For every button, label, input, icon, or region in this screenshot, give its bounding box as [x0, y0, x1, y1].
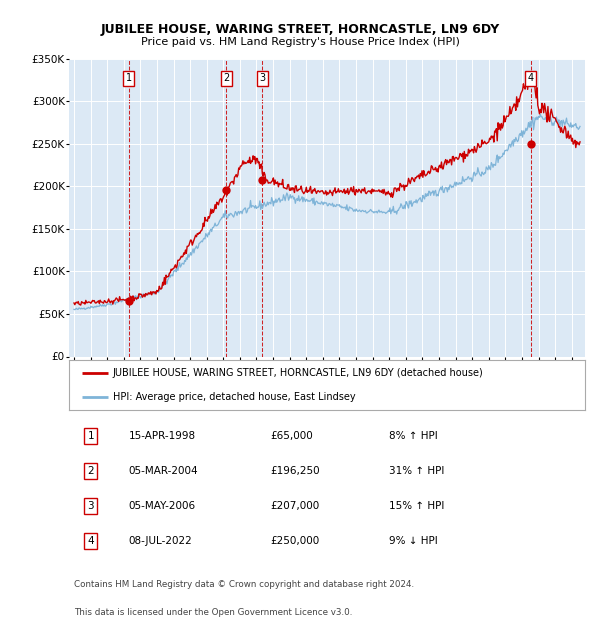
- Text: 9% ↓ HPI: 9% ↓ HPI: [389, 536, 437, 546]
- Text: 3: 3: [88, 501, 94, 511]
- Text: 15-APR-1998: 15-APR-1998: [128, 431, 196, 441]
- Text: £250,000: £250,000: [270, 536, 319, 546]
- Text: 31% ↑ HPI: 31% ↑ HPI: [389, 466, 444, 476]
- Text: 1: 1: [88, 431, 94, 441]
- Text: 3: 3: [259, 73, 265, 83]
- Text: Contains HM Land Registry data © Crown copyright and database right 2024.: Contains HM Land Registry data © Crown c…: [74, 580, 414, 588]
- Text: This data is licensed under the Open Government Licence v3.0.: This data is licensed under the Open Gov…: [74, 608, 353, 618]
- Text: 05-MAR-2004: 05-MAR-2004: [128, 466, 198, 476]
- Text: 4: 4: [88, 536, 94, 546]
- Text: 15% ↑ HPI: 15% ↑ HPI: [389, 501, 444, 511]
- Text: JUBILEE HOUSE, WARING STREET, HORNCASTLE, LN9 6DY (detached house): JUBILEE HOUSE, WARING STREET, HORNCASTLE…: [113, 368, 484, 378]
- Text: Price paid vs. HM Land Registry's House Price Index (HPI): Price paid vs. HM Land Registry's House …: [140, 37, 460, 47]
- Text: 05-MAY-2006: 05-MAY-2006: [128, 501, 196, 511]
- Text: £207,000: £207,000: [270, 501, 319, 511]
- Text: 4: 4: [527, 73, 533, 83]
- Text: 8% ↑ HPI: 8% ↑ HPI: [389, 431, 437, 441]
- Text: 1: 1: [125, 73, 131, 83]
- Text: £65,000: £65,000: [270, 431, 313, 441]
- Text: 08-JUL-2022: 08-JUL-2022: [128, 536, 192, 546]
- Text: 2: 2: [223, 73, 229, 83]
- Text: JUBILEE HOUSE, WARING STREET, HORNCASTLE, LN9 6DY: JUBILEE HOUSE, WARING STREET, HORNCASTLE…: [100, 23, 500, 36]
- Text: £196,250: £196,250: [270, 466, 320, 476]
- Text: HPI: Average price, detached house, East Lindsey: HPI: Average price, detached house, East…: [113, 392, 355, 402]
- Text: 2: 2: [88, 466, 94, 476]
